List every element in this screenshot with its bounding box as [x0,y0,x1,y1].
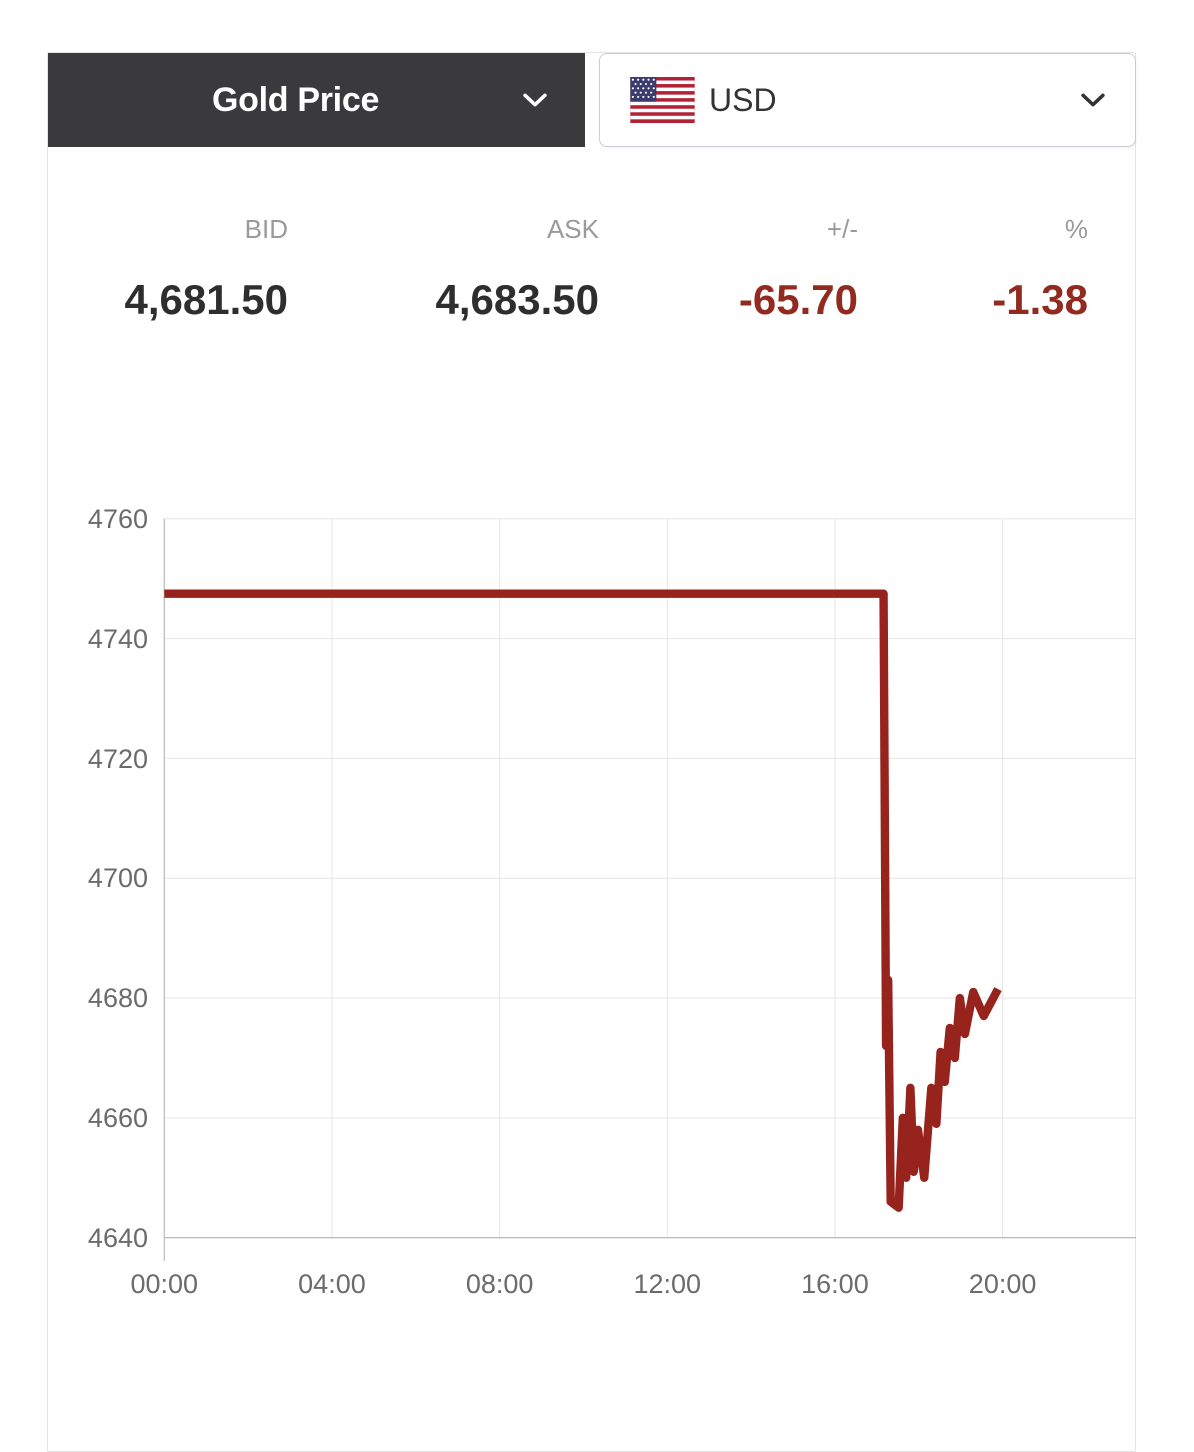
svg-text:00:00: 00:00 [131,1269,199,1299]
svg-text:16:00: 16:00 [801,1269,869,1299]
svg-text:4700: 4700 [88,863,148,893]
svg-text:4720: 4720 [88,744,148,774]
svg-text:4680: 4680 [88,983,148,1013]
svg-text:04:00: 04:00 [298,1269,366,1299]
svg-text:4740: 4740 [88,624,148,654]
svg-text:4640: 4640 [88,1223,148,1253]
svg-text:08:00: 08:00 [466,1269,534,1299]
svg-text:20:00: 20:00 [969,1269,1037,1299]
svg-text:12:00: 12:00 [633,1269,701,1299]
svg-text:4660: 4660 [88,1103,148,1133]
svg-text:4760: 4760 [88,504,148,534]
